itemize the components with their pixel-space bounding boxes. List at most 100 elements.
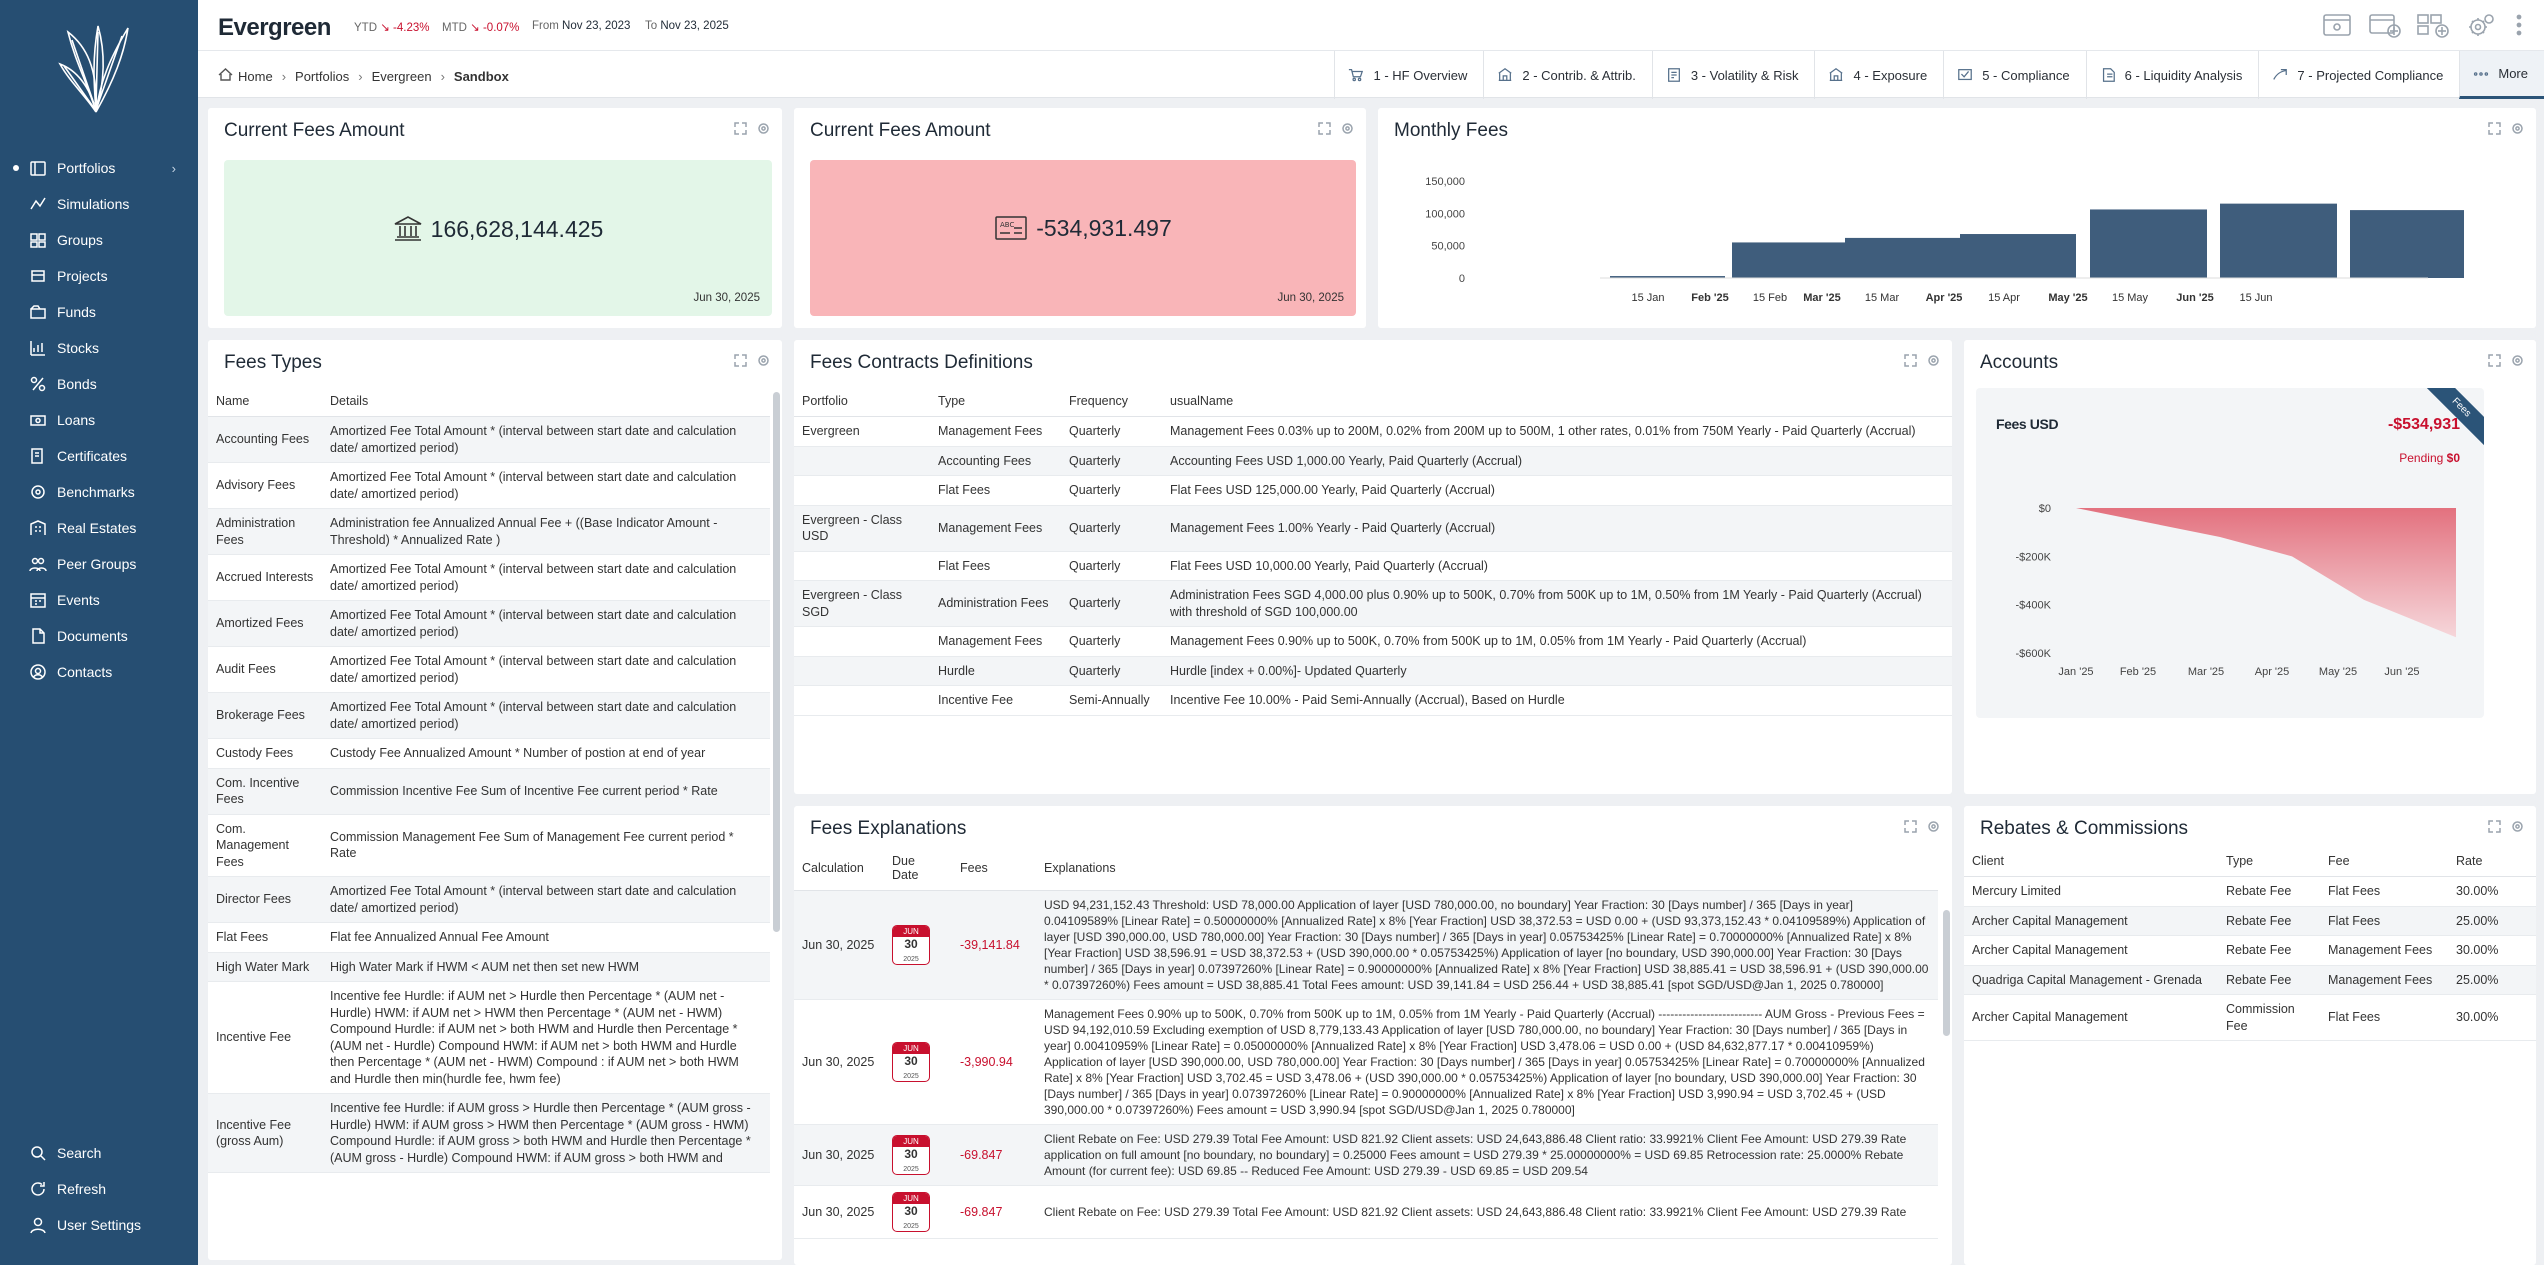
table-row[interactable]: High Water Mark High Water Mark if HWM < … (208, 952, 770, 982)
expand-icon[interactable] (1904, 820, 1917, 833)
table-row[interactable]: Jun 30, 2025 JUN 30 2025 -69.847 Client Rebat… (794, 1124, 1938, 1186)
expand-icon[interactable] (1904, 354, 1917, 367)
tab-7[interactable]: 7 - Projected Compliance (2258, 51, 2459, 99)
gear-icon[interactable] (757, 122, 770, 135)
table-row[interactable]: Administration Fees Administration fee An… (208, 508, 770, 555)
table-row[interactable]: Accounting Fees Amortized Fee Total Amoun… (208, 416, 770, 463)
table-row[interactable]: Jun 30, 2025 JUN 30 2025 -69.847 Client Rebat… (794, 1185, 1938, 1239)
table-row[interactable]: Archer Capital Management Rebate Fee Manag… (1964, 935, 2536, 966)
table-row[interactable]: Quadriga Capital Management - Grenada Reb… (1964, 965, 2536, 995)
scrollbar[interactable] (1943, 910, 1950, 1036)
gear-icon[interactable] (1341, 122, 1354, 135)
breadcrumb-home[interactable]: Home (238, 68, 273, 84)
column-header[interactable]: usualName (1162, 386, 1952, 417)
table-row[interactable]: Flat Fees Quarterly Flat Fees USD 10,000.0… (794, 551, 1952, 581)
column-header[interactable]: Name (208, 386, 322, 417)
gear-icon[interactable] (1927, 820, 1940, 833)
tab-1[interactable]: 1 - HF Overview (1334, 51, 1483, 99)
expand-icon[interactable] (2488, 122, 2501, 135)
tab-more[interactable]: More (2459, 51, 2544, 99)
sidebar-item-benchmarks[interactable]: Benchmarks (0, 474, 198, 510)
add-layout-icon[interactable] (2416, 10, 2450, 40)
account-card[interactable]: Fees Fees USD -$534,931 Pending $0 $0 -$2… (1976, 388, 2484, 718)
table-row[interactable]: Advisory Fees Amortized Fee Total Amount … (208, 462, 770, 509)
table-row[interactable]: Amortized Fees Amortized Fee Total Amount… (208, 600, 770, 647)
table-row[interactable]: Jun 30, 2025 JUN 30 2025 -39,141.84 USD 94,23… (794, 890, 1938, 1000)
column-header[interactable]: Fees (952, 846, 1036, 891)
bottom-item-search[interactable]: Search (0, 1135, 198, 1171)
bar[interactable] (1960, 234, 2076, 278)
column-header[interactable]: Details (322, 386, 770, 417)
table-row[interactable]: Accrued Interests Amortized Fee Total Amo… (208, 554, 770, 601)
breadcrumb-evergreen[interactable]: Evergreen (371, 68, 432, 84)
column-header[interactable]: Rate (2448, 846, 2536, 877)
from-date[interactable]: From Nov 23, 2023 (532, 20, 630, 32)
table-row[interactable]: Accounting Fees Quarterly Accounting Fees … (794, 446, 1952, 476)
table-row[interactable]: Jun 30, 2025 JUN 30 2025 -3,990.94 Management… (794, 999, 1938, 1125)
table-row[interactable]: Hurdle Quarterly Hurdle [index + 0.00%]- U… (794, 656, 1952, 686)
expand-icon[interactable] (1318, 122, 1331, 135)
tab-6[interactable]: 6 - Liquidity Analysis (2085, 51, 2259, 99)
column-header[interactable]: Fee (2320, 846, 2448, 877)
gear-icon[interactable] (2511, 820, 2524, 833)
column-header[interactable]: Explanations (1036, 846, 1938, 891)
add-window-icon[interactable] (2368, 10, 2402, 40)
table-row[interactable]: Mercury Limited Rebate Fee Flat Fees 30.00% (1964, 876, 2536, 907)
column-header[interactable]: Type (2218, 846, 2320, 877)
expand-icon[interactable] (2488, 820, 2501, 833)
table-row[interactable]: Archer Capital Management Commission Fee F… (1964, 994, 2536, 1041)
dashboard-settings-icon[interactable] (2320, 10, 2354, 40)
bar[interactable] (2220, 203, 2337, 278)
bar[interactable] (1845, 237, 1960, 278)
sidebar-item-certificates[interactable]: Certificates (0, 438, 198, 474)
evergreen-logo[interactable] (58, 24, 134, 114)
column-header[interactable]: Portfolio (794, 386, 930, 417)
gear-icon[interactable] (1927, 354, 1940, 367)
table-row[interactable]: Com. Management Fees Commission Managemen… (208, 814, 770, 877)
bar[interactable] (1732, 242, 1846, 278)
bottom-item-user-settings[interactable]: User Settings (0, 1207, 198, 1243)
sidebar-item-funds[interactable]: Funds (0, 294, 198, 330)
table-row[interactable]: Archer Capital Management Rebate Fee Flat … (1964, 906, 2536, 936)
to-date[interactable]: To Nov 23, 2025 (645, 20, 729, 32)
table-row[interactable]: Custody Fees Custody Fee Annualized Amoun… (208, 738, 770, 769)
table-row[interactable]: Evergreen - Class USD Management Fees Quar… (794, 505, 1952, 552)
gear-icon[interactable] (757, 354, 770, 367)
bar[interactable] (2350, 210, 2464, 278)
sidebar-item-simulations[interactable]: Simulations (0, 186, 198, 222)
table-row[interactable]: Evergreen Management Fees Quarterly Managem… (794, 416, 1952, 447)
kebab-menu-icon[interactable] (2512, 10, 2526, 40)
breadcrumb-portfolios[interactable]: Portfolios (295, 68, 350, 84)
gears-icon[interactable] (2464, 10, 2498, 40)
home-icon[interactable] (218, 68, 233, 84)
sidebar-item-loans[interactable]: Loans (0, 402, 198, 438)
table-row[interactable]: Flat Fees Quarterly Flat Fees USD 125,000.… (794, 475, 1952, 506)
table-row[interactable]: Audit Fees Amortized Fee Total Amount * (… (208, 646, 770, 693)
sidebar-item-portfolios[interactable]: Portfolios › (0, 150, 198, 186)
sidebar-item-peer-groups[interactable]: Peer Groups (0, 546, 198, 582)
expand-icon[interactable] (2488, 354, 2501, 367)
table-row[interactable]: Management Fees Quarterly Management Fees … (794, 626, 1952, 657)
expand-icon[interactable] (734, 354, 747, 367)
table-row[interactable]: Evergreen - Class SGD Administration Fees… (794, 580, 1952, 627)
column-header[interactable]: Frequency (1061, 386, 1162, 417)
sidebar-item-real-estates[interactable]: Real Estates (0, 510, 198, 546)
table-row[interactable]: Incentive Fee (gross Aum) Incentive fee H… (208, 1093, 770, 1173)
tab-2[interactable]: 2 - Contrib. & Attrib. (1483, 51, 1651, 99)
bottom-item-refresh[interactable]: Refresh (0, 1171, 198, 1207)
column-header[interactable]: Type (930, 386, 1061, 417)
table-row[interactable]: Incentive Fee Semi-Annually Incentive Fee … (794, 685, 1952, 716)
sidebar-item-documents[interactable]: Documents (0, 618, 198, 654)
column-header[interactable]: Due Date (884, 846, 952, 891)
table-row[interactable]: Incentive Fee Incentive fee Hurdle: if AU… (208, 981, 770, 1094)
column-header[interactable]: Client (1964, 846, 2218, 877)
table-row[interactable]: Flat Fees Flat fee Annualized Annual Fee … (208, 922, 770, 953)
sidebar-item-bonds[interactable]: Bonds (0, 366, 198, 402)
gear-icon[interactable] (2511, 122, 2524, 135)
column-header[interactable]: Calculation (794, 846, 884, 891)
expand-icon[interactable] (734, 122, 747, 135)
tab-3[interactable]: 3 - Volatility & Risk (1651, 51, 1815, 99)
sidebar-item-stocks[interactable]: Stocks (0, 330, 198, 366)
table-row[interactable]: Director Fees Amortized Fee Total Amount … (208, 876, 770, 923)
tab-4[interactable]: 4 - Exposure (1814, 51, 1943, 99)
